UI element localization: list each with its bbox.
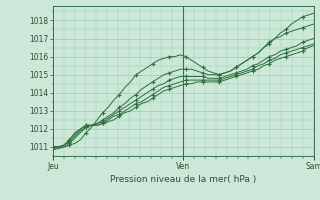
X-axis label: Pression niveau de la mer( hPa ): Pression niveau de la mer( hPa ) bbox=[110, 175, 256, 184]
